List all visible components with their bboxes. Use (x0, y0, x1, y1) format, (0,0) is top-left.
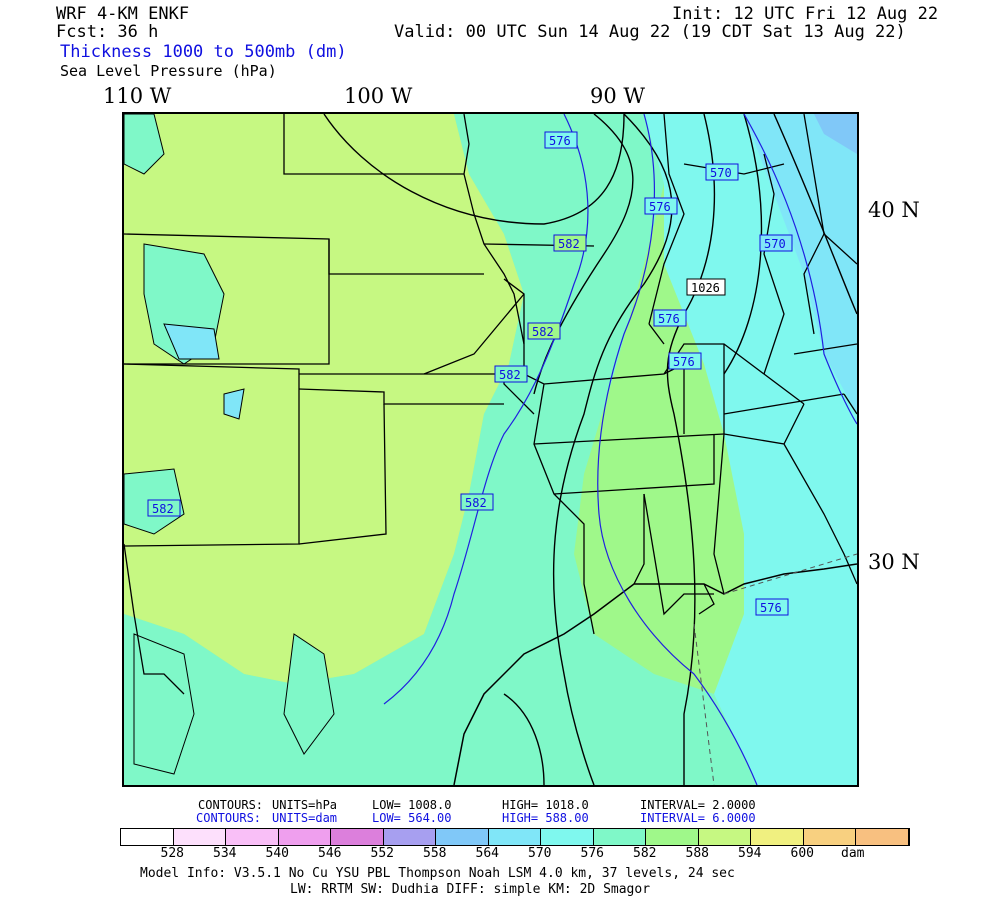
colorbar-swatch (383, 829, 436, 845)
terrain-patch (163, 323, 220, 360)
colorbar-swatch (173, 829, 226, 845)
colorbar-swatch (278, 829, 331, 845)
contours-high: HIGH= 1018.0 (502, 798, 589, 812)
map-svg: 576 570 576 582 570 576 582 576 582 582 (124, 114, 857, 785)
thickness-label: 582 (532, 325, 554, 339)
lon-label-100w: 100 W (344, 84, 413, 108)
band-576-582 (124, 114, 757, 785)
colorbar (120, 828, 910, 846)
thickness-label: 576 (649, 200, 671, 214)
thickness-label: 576 (673, 355, 695, 369)
contours-low: LOW= 1008.0 (372, 798, 452, 812)
colorbar-swatch (488, 829, 541, 845)
colorbar-tick-label: 552 (370, 846, 394, 861)
forecast-hour: Fcst: 36 h (56, 22, 159, 42)
colorbar-swatch (121, 829, 174, 845)
state-boundaries (124, 114, 857, 695)
thickness-contours-interval: INTERVAL= 6.0000 (640, 811, 756, 825)
thickness-contours-low: LOW= 564.00 (372, 811, 452, 825)
lon-label-110w: 110 W (103, 84, 172, 108)
colorbar-tick-label: 570 (528, 846, 552, 861)
thickness-contours-label: CONTOURS: (196, 811, 262, 825)
colorbar-swatch (593, 829, 646, 845)
colorbar-swatch (803, 829, 856, 845)
colorbar-swatch (541, 829, 594, 845)
colorbar-tick-label: 594 (738, 846, 762, 861)
model-info: Model Info: V3.5.1 No Cu YSU PBL Thompso… (140, 866, 735, 881)
thickness-label: 576 (760, 601, 782, 615)
colorbar-tick-label: 534 (213, 846, 237, 861)
terrain-patch (283, 633, 335, 755)
init-time: Init: 12 UTC Fri 12 Aug 22 (672, 4, 939, 24)
colorbar-tick-label: 558 (423, 846, 447, 861)
coastline (453, 563, 857, 785)
pressure-contours (323, 114, 857, 785)
colorbar-tick-label: 600 (790, 846, 814, 861)
colorbar-swatch (436, 829, 489, 845)
colorbar-tick-label: 576 (580, 846, 604, 861)
thickness-label: 582 (499, 368, 521, 382)
thickness-label: 576 (549, 134, 571, 148)
lat-label-40n: 40 N (868, 198, 920, 222)
coastline-delta (698, 583, 715, 615)
model-title: WRF 4-KM ENKF (56, 4, 190, 24)
band-558-564 (814, 114, 857, 154)
contours-label: CONTOURS: (198, 798, 264, 812)
thickness-label: 570 (764, 237, 786, 251)
thickness-contours (383, 114, 857, 785)
colorbar-swatch (698, 829, 751, 845)
lat-label-30n: 30 N (868, 550, 920, 574)
colorbar-tick-label: 546 (318, 846, 342, 861)
colorbar-swatch (646, 829, 699, 845)
colorbar-swatch (751, 829, 804, 845)
colorbar-tick-label: 540 (265, 846, 289, 861)
colorbar-tick-label: 582 (633, 846, 657, 861)
colorbar-swatch (226, 829, 279, 845)
contours-units: UNITS=hPa (272, 798, 338, 812)
dashed-line (693, 623, 715, 785)
colorbar-swatch (856, 829, 909, 845)
thickness-contours-units: UNITS=dam (272, 811, 338, 825)
thickness-label: 576 (658, 312, 680, 326)
thickness-label: 582 (558, 237, 580, 251)
map-panel: 576 570 576 582 570 576 582 576 582 582 (122, 112, 859, 787)
pressure-label: 1026 (691, 281, 720, 295)
thickness-title: Thickness 1000 to 500mb (dm) (60, 42, 347, 62)
colorbar-tick-label: 528 (160, 846, 184, 861)
thickness-label: 582 (465, 496, 487, 510)
model-info-2: LW: RRTM SW: Dudhia DIFF: simple KM: 2D … (290, 882, 651, 897)
colorbar-unit: dam (841, 846, 865, 861)
lon-label-90w: 90 W (590, 84, 645, 108)
pressure-title: Sea Level Pressure (hPa) (60, 62, 277, 80)
terrain-patch (124, 114, 165, 175)
colorbar-tick-label: 564 (475, 846, 499, 861)
thickness-label: 582 (152, 502, 174, 516)
thickness-label: 570 (710, 166, 732, 180)
colorbar-swatch (331, 829, 384, 845)
terrain-patch (223, 388, 245, 420)
contours-interval: INTERVAL= 2.0000 (640, 798, 756, 812)
valid-time: Valid: 00 UTC Sun 14 Aug 22 (19 CDT Sat … (394, 22, 906, 42)
colorbar-tick-label: 588 (685, 846, 709, 861)
terrain-patch (133, 633, 195, 775)
band-588-594 (124, 114, 524, 684)
thickness-contours-high: HIGH= 588.00 (502, 811, 589, 825)
